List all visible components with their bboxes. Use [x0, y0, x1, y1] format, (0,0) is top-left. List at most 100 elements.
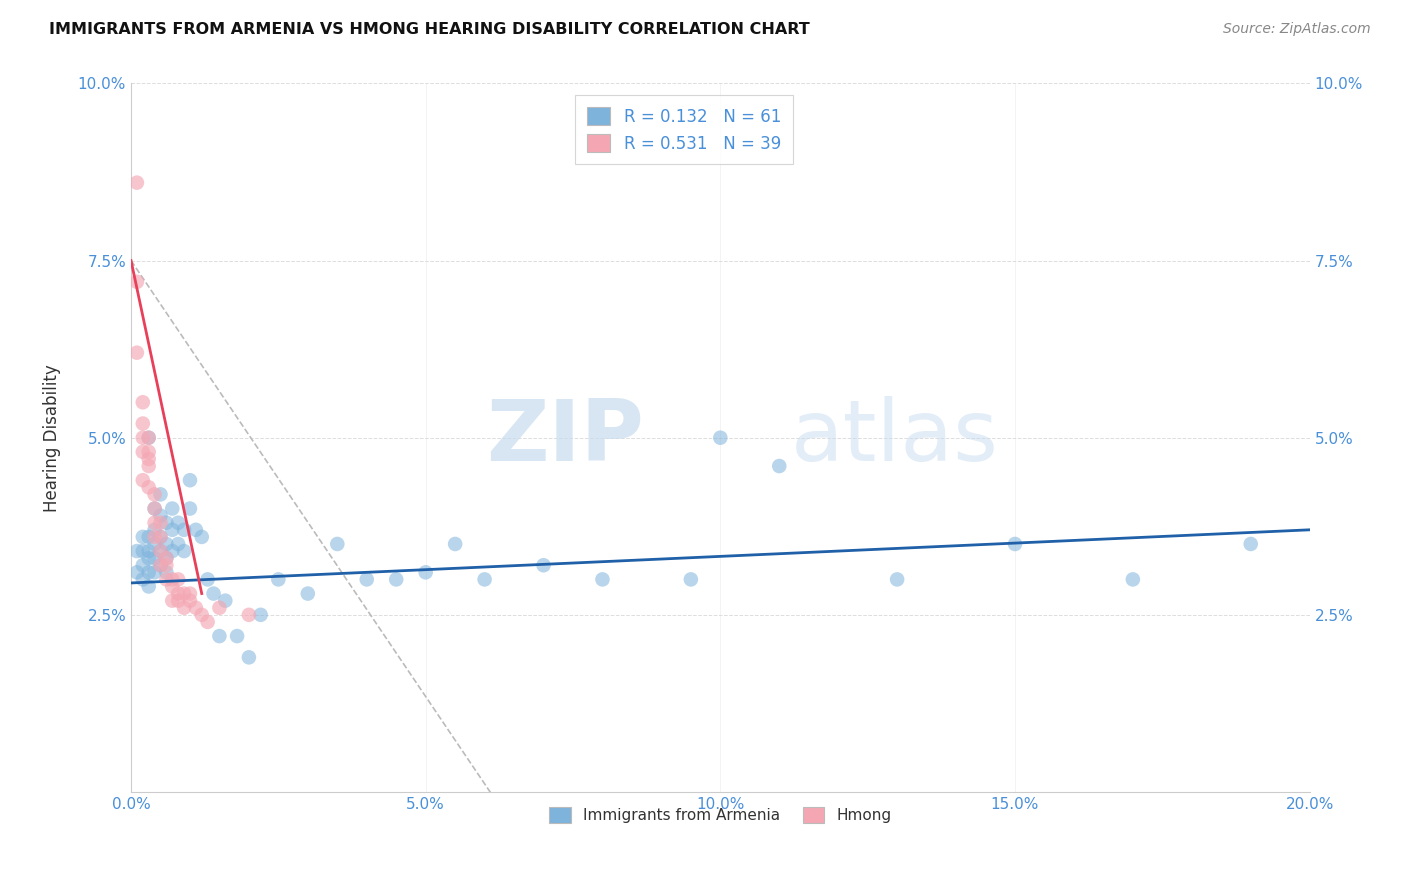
- Point: [208, 600, 231, 615]
- Point: [125, 566, 148, 580]
- Point: [155, 537, 177, 551]
- Point: [125, 544, 148, 558]
- Point: [143, 516, 166, 530]
- Point: [768, 458, 790, 473]
- Point: [197, 615, 219, 629]
- Point: [138, 452, 160, 467]
- Point: [208, 629, 231, 643]
- Point: [886, 573, 908, 587]
- Point: [190, 607, 212, 622]
- Point: [132, 558, 155, 573]
- Point: [162, 501, 184, 516]
- Point: [679, 573, 702, 587]
- Point: [238, 607, 260, 622]
- Point: [143, 530, 166, 544]
- Point: [179, 593, 201, 607]
- Text: IMMIGRANTS FROM ARMENIA VS HMONG HEARING DISABILITY CORRELATION CHART: IMMIGRANTS FROM ARMENIA VS HMONG HEARING…: [49, 22, 810, 37]
- Point: [138, 458, 160, 473]
- Point: [149, 487, 172, 501]
- Point: [143, 566, 166, 580]
- Point: [125, 176, 148, 190]
- Point: [143, 501, 166, 516]
- Point: [167, 593, 190, 607]
- Point: [184, 600, 207, 615]
- Point: [474, 573, 496, 587]
- Point: [125, 275, 148, 289]
- Point: [173, 600, 195, 615]
- Point: [149, 558, 172, 573]
- Point: [167, 573, 190, 587]
- Y-axis label: Hearing Disability: Hearing Disability: [44, 364, 60, 512]
- Point: [1240, 537, 1263, 551]
- Point: [167, 516, 190, 530]
- Point: [155, 558, 177, 573]
- Point: [226, 629, 249, 643]
- Point: [267, 573, 290, 587]
- Point: [132, 530, 155, 544]
- Point: [533, 558, 555, 573]
- Point: [173, 523, 195, 537]
- Point: [1004, 537, 1026, 551]
- Point: [138, 551, 160, 566]
- Point: [184, 523, 207, 537]
- Point: [167, 586, 190, 600]
- Point: [249, 607, 271, 622]
- Point: [173, 586, 195, 600]
- Point: [1122, 573, 1144, 587]
- Point: [167, 537, 190, 551]
- Point: [143, 487, 166, 501]
- Point: [179, 473, 201, 487]
- Point: [162, 579, 184, 593]
- Point: [132, 395, 155, 409]
- Point: [190, 530, 212, 544]
- Point: [132, 544, 155, 558]
- Point: [149, 558, 172, 573]
- Point: [149, 516, 172, 530]
- Point: [155, 551, 177, 566]
- Point: [138, 480, 160, 494]
- Point: [149, 508, 172, 523]
- Point: [149, 530, 172, 544]
- Point: [132, 473, 155, 487]
- Point: [138, 544, 160, 558]
- Point: [592, 573, 614, 587]
- Point: [149, 544, 172, 558]
- Point: [143, 551, 166, 566]
- Point: [173, 544, 195, 558]
- Text: Source: ZipAtlas.com: Source: ZipAtlas.com: [1223, 22, 1371, 37]
- Point: [132, 445, 155, 459]
- Point: [155, 516, 177, 530]
- Point: [162, 544, 184, 558]
- Point: [149, 530, 172, 544]
- Text: ZIP: ZIP: [486, 396, 644, 479]
- Point: [143, 501, 166, 516]
- Point: [132, 417, 155, 431]
- Point: [155, 551, 177, 566]
- Point: [197, 573, 219, 587]
- Point: [149, 544, 172, 558]
- Point: [138, 431, 160, 445]
- Point: [415, 566, 437, 580]
- Text: atlas: atlas: [792, 396, 1000, 479]
- Point: [326, 537, 349, 551]
- Legend: Immigrants from Armenia, Hmong: Immigrants from Armenia, Hmong: [538, 796, 903, 834]
- Point: [214, 593, 236, 607]
- Point: [202, 586, 225, 600]
- Point: [125, 345, 148, 359]
- Point: [155, 573, 177, 587]
- Point: [132, 573, 155, 587]
- Point: [138, 431, 160, 445]
- Point: [356, 573, 378, 587]
- Point: [138, 566, 160, 580]
- Point: [238, 650, 260, 665]
- Point: [143, 537, 166, 551]
- Point: [138, 579, 160, 593]
- Point: [132, 431, 155, 445]
- Point: [179, 501, 201, 516]
- Point: [138, 445, 160, 459]
- Point: [162, 593, 184, 607]
- Point: [709, 431, 731, 445]
- Point: [155, 566, 177, 580]
- Point: [385, 573, 408, 587]
- Point: [162, 523, 184, 537]
